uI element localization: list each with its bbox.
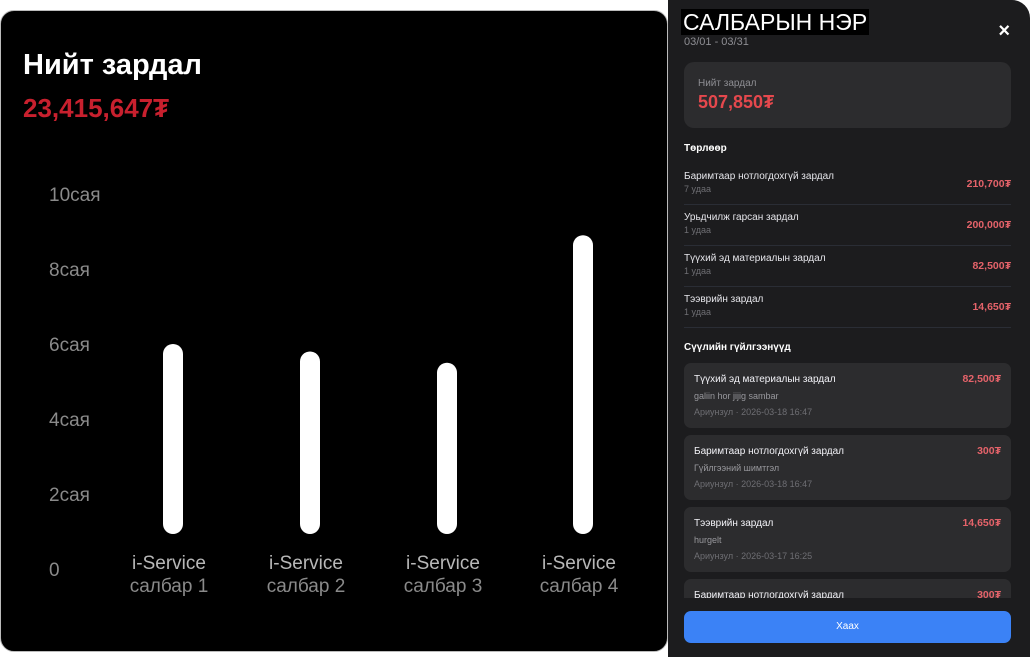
bar [163,344,183,534]
category-amount: 210,700₮ [966,178,1011,190]
categories-title: Төрлөөр [684,143,727,154]
chart-title: Нийт зардал [23,49,202,81]
transactions-title: Сүүлийн гүйлгээнүүд [684,342,791,353]
transaction-amount: 300₮ [977,445,1001,457]
x-tick-label: i-Service [542,553,616,574]
transaction-item[interactable]: Тээврийн зардал hurgelt Ариунзул · 2026-… [684,507,1011,572]
bar [573,235,593,534]
transaction-item[interactable]: Баримтаар нотлогдохгүй зардал Гүйлгээний… [684,435,1011,500]
x-tick-label: салбар 1 [130,576,209,597]
category-list: Баримтаар нотлогдохгүй зардал 7 удаа 210… [684,164,1011,328]
close-button[interactable]: Хаах [684,611,1011,643]
total-card: Нийт зардал 507,850₮ [684,62,1011,128]
x-tick-label: салбар 2 [267,576,346,597]
category-name: Урьдчилж гарсан зардал [684,212,799,223]
branch-detail-panel: САЛБАРЫН НЭР 03/01 - 03/31 × Нийт зардал… [668,0,1030,657]
transaction-list[interactable]: Түүхий эд материалын зардал galiin hor j… [684,363,1011,598]
category-row: Урьдчилж гарсан зардал 1 удаа 200,000₮ [684,205,1011,246]
transaction-name: Баримтаар нотлогдохгүй зардал [694,446,845,457]
transaction-amount: 300₮ [977,589,1001,598]
transaction-amount: 82,500₮ [962,373,1001,385]
category-name: Тээврийн зардал [684,294,764,305]
category-row: Баримтаар нотлогдохгүй зардал 7 удаа 210… [684,164,1011,205]
x-tick-label: i-Service [132,553,206,574]
category-amount: 82,500₮ [972,260,1011,272]
transaction-item[interactable]: Түүхий эд материалын зардал galiin hor j… [684,363,1011,428]
total-expense: 23,415,647₮ [23,93,170,123]
panel-title: САЛБАРЫН НЭР [681,9,870,35]
category-name: Баримтаар нотлогдохгүй зардал [684,171,835,182]
chart-card: Нийт зардал 23,415,647₮ 0 2сая 4сая 6сая 8са… [0,10,668,652]
total-value: 507,850₮ [698,92,775,112]
y-tick-label: 8сая [49,260,90,281]
close-icon[interactable]: × [998,20,1010,42]
y-tick-label: 0 [49,560,60,581]
transaction-name: Баримтаар нотлогдохгүй зардал [694,590,845,598]
x-tick-label: i-Service [269,553,343,574]
transaction-desc: galiin hor jijig sambar [694,391,779,401]
transaction-item[interactable]: Баримтаар нотлогдохгүй зардал 300₮ [684,579,1011,598]
bar [300,351,320,534]
x-tick-label: салбар 3 [404,576,483,597]
date-range: 03/01 - 03/31 [684,36,749,48]
category-amount: 200,000₮ [966,219,1011,231]
category-count: 1 удаа [684,307,711,317]
x-tick-label: салбар 4 [540,576,619,597]
transaction-name: Түүхий эд материалын зардал [694,374,836,385]
transaction-meta: Ариунзул · 2026-03-17 16:25 [694,551,813,561]
category-amount: 14,650₮ [972,301,1011,313]
transaction-name: Тээврийн зардал [694,518,774,529]
transaction-desc: Гүйлгээний шимтгэл [694,463,780,473]
y-tick-label: 10сая [49,185,101,206]
category-row: Тээврийн зардал 1 удаа 14,650₮ [684,287,1011,328]
total-label: Нийт зардал [698,78,757,89]
transaction-meta: Ариунзул · 2026-03-18 16:47 [694,479,813,489]
category-count: 1 удаа [684,225,711,235]
category-count: 1 удаа [684,266,711,276]
bar [437,362,457,534]
y-tick-label: 4сая [49,410,90,431]
x-tick-label: i-Service [406,553,480,574]
y-tick-label: 2сая [49,485,90,506]
transaction-meta: Ариунзул · 2026-03-18 16:47 [694,407,813,417]
transaction-desc: hurgelt [694,535,722,545]
category-row: Түүхий эд материалын зардал 1 удаа 82,50… [684,246,1011,287]
category-name: Түүхий эд материалын зардал [684,253,826,264]
y-tick-label: 6сая [49,335,90,356]
transaction-amount: 14,650₮ [962,517,1001,529]
category-count: 7 удаа [684,184,711,194]
